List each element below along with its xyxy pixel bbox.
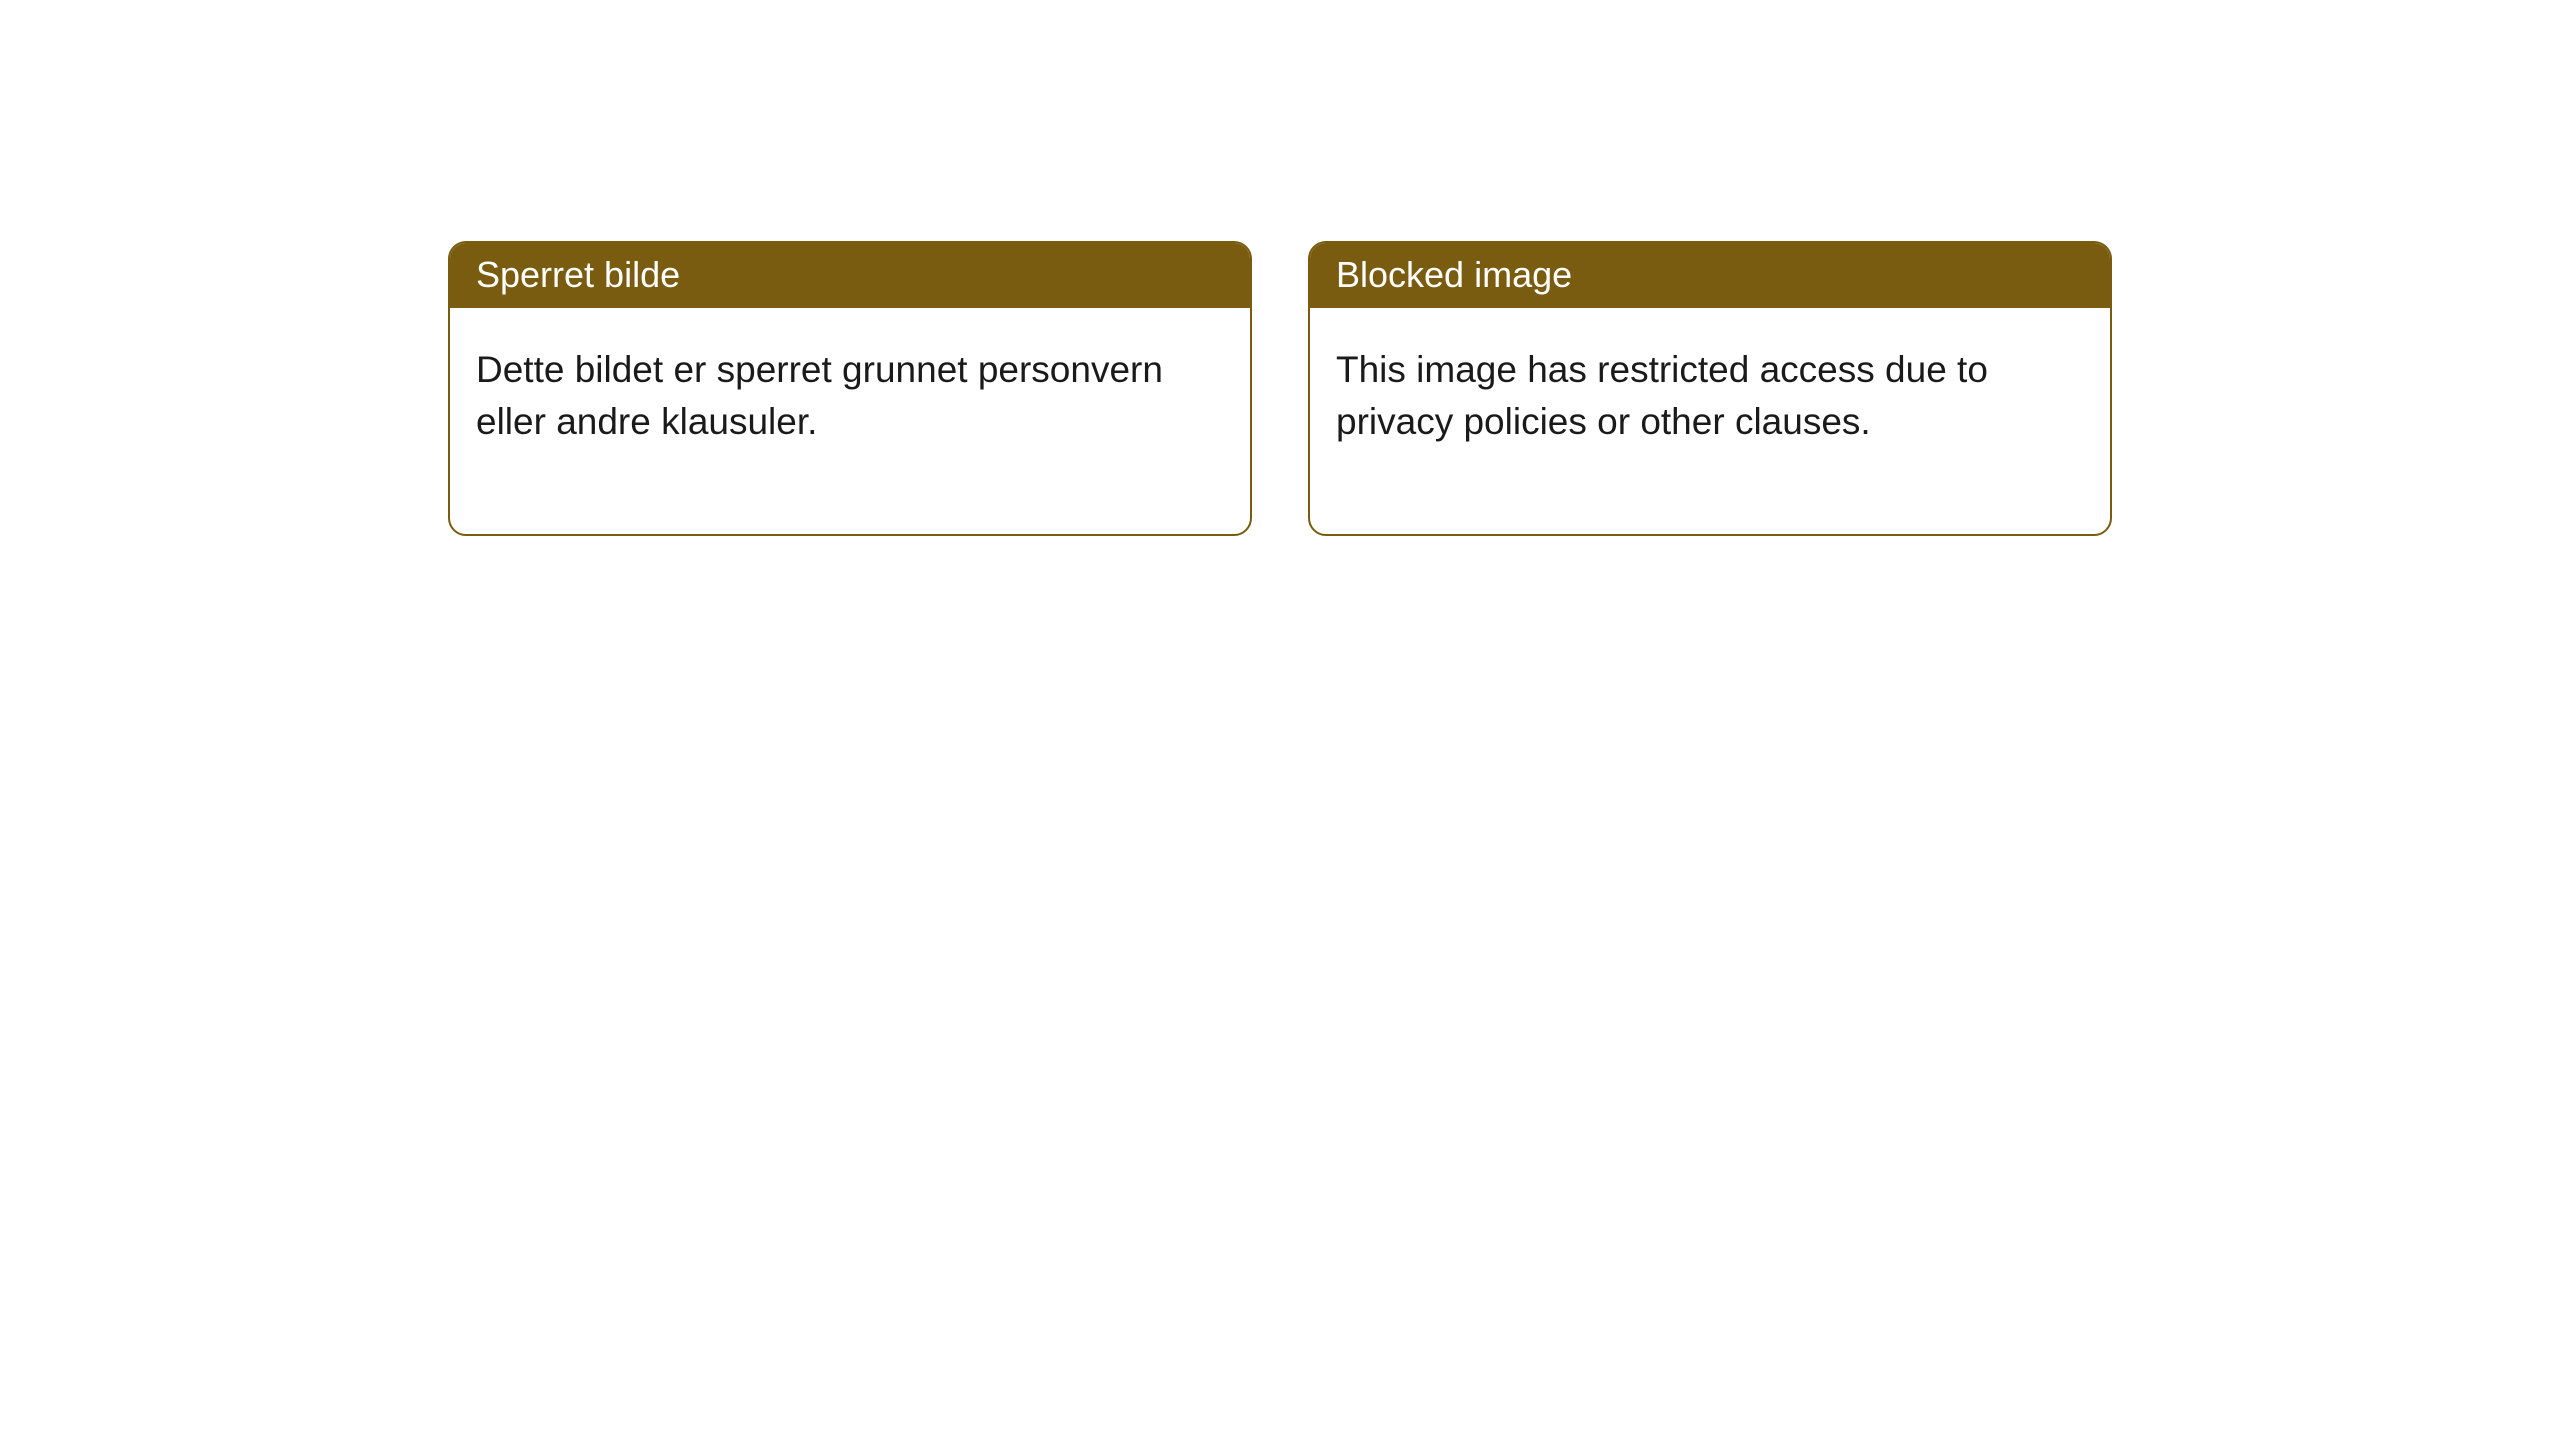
- notice-card-body: This image has restricted access due to …: [1310, 308, 2110, 534]
- notice-card-nb: Sperret bilde Dette bildet er sperret gr…: [448, 241, 1252, 536]
- notice-container: Sperret bilde Dette bildet er sperret gr…: [0, 0, 2560, 536]
- notice-card-title: Blocked image: [1310, 243, 2110, 308]
- notice-card-body: Dette bildet er sperret grunnet personve…: [450, 308, 1250, 534]
- notice-card-en: Blocked image This image has restricted …: [1308, 241, 2112, 536]
- notice-card-title: Sperret bilde: [450, 243, 1250, 308]
